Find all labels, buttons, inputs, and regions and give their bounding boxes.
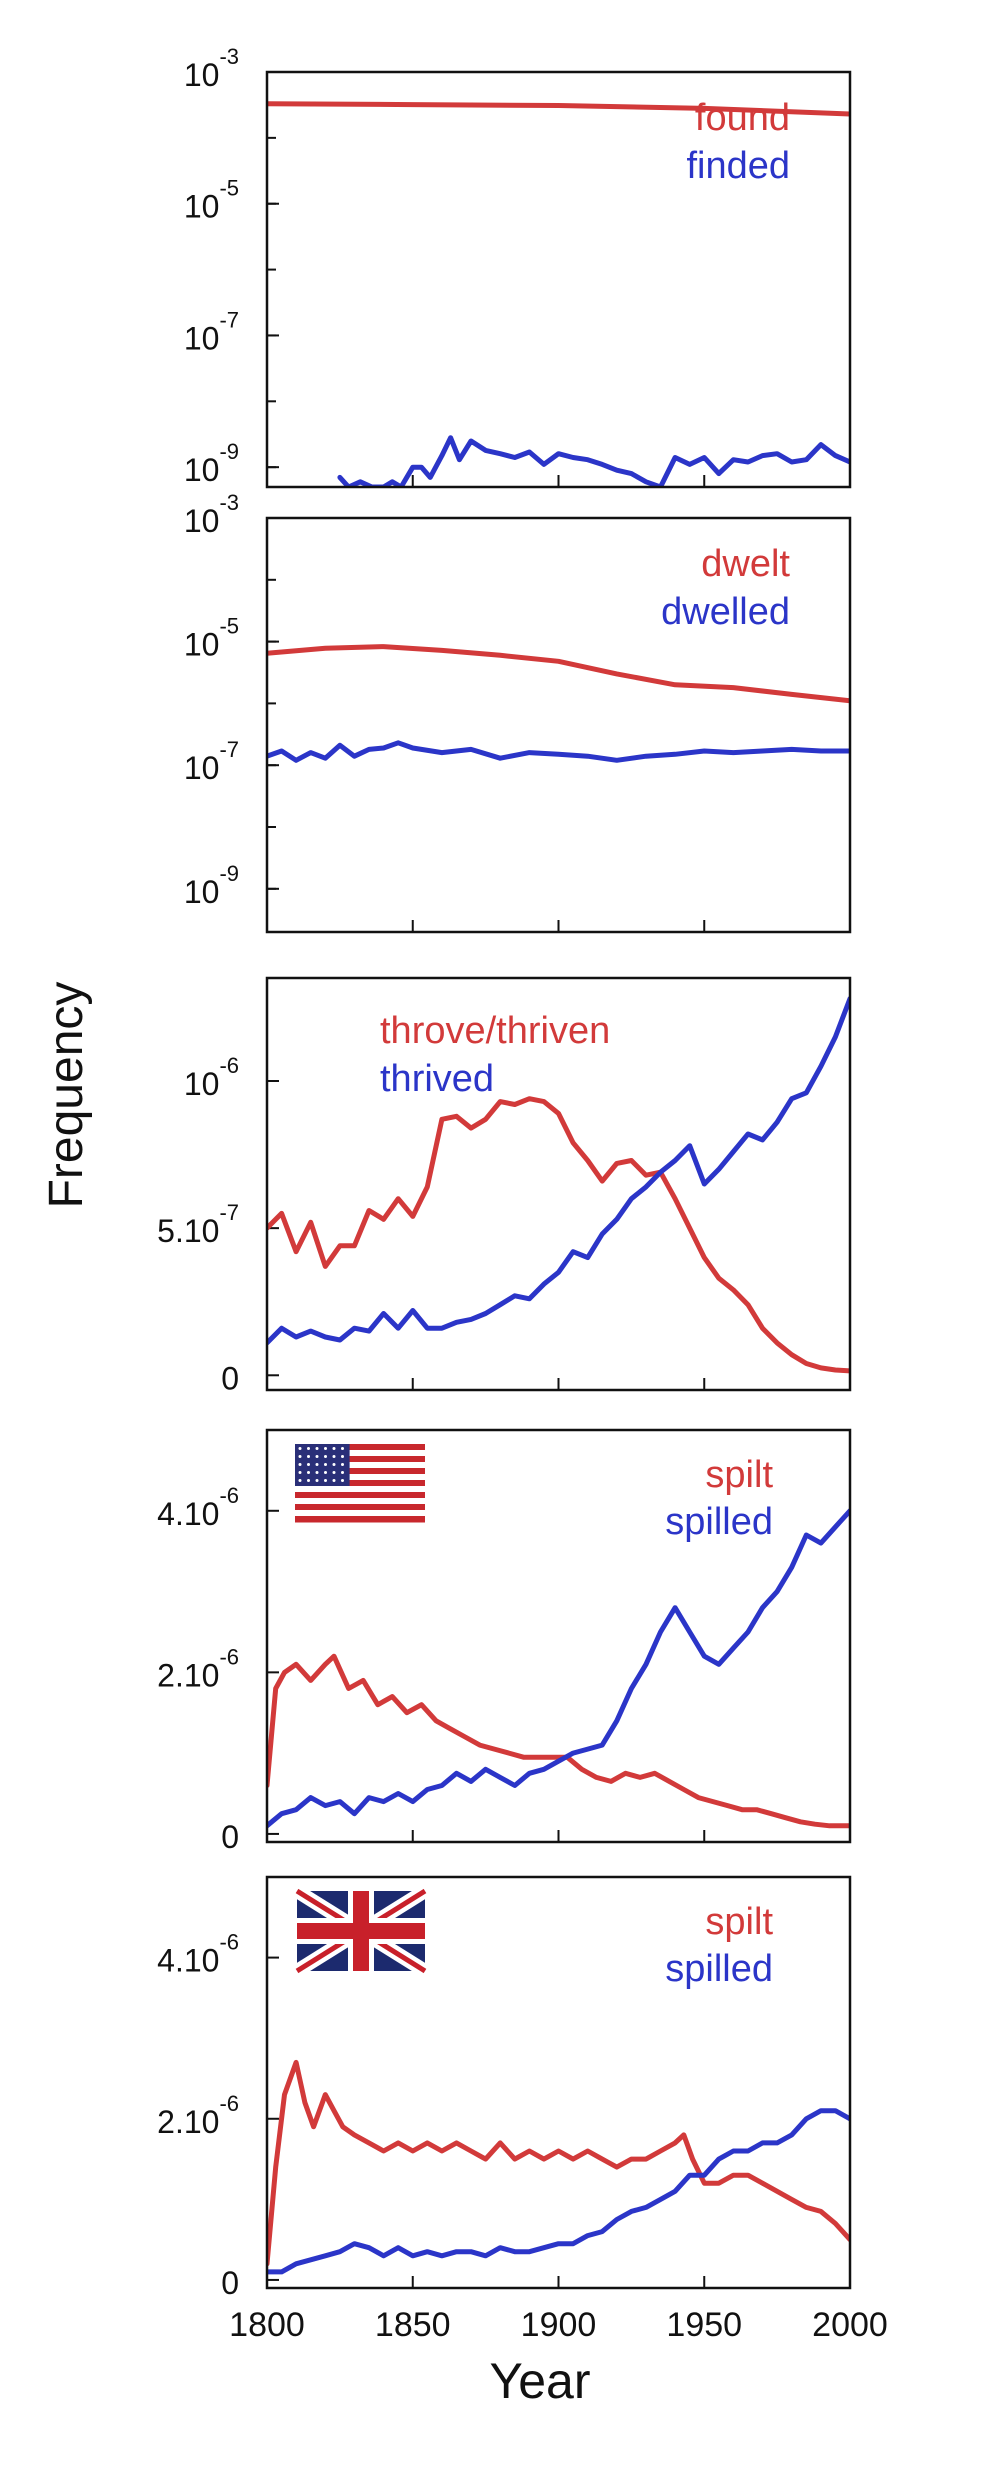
- legend-label: found: [695, 97, 790, 139]
- y-tick-label: 10-7: [184, 307, 239, 356]
- plot-frame: [265, 976, 852, 1392]
- series-line-spilled: [267, 2108, 850, 2275]
- series-line-spilled: [267, 1508, 850, 1829]
- legend-label: dwelt: [701, 543, 790, 585]
- y-tick-label: 5.10-7: [157, 1200, 239, 1249]
- series-line-thrived: [267, 996, 850, 1346]
- series-group: [267, 1508, 850, 1829]
- y-axis-title: Frequency: [40, 982, 93, 1209]
- chart-panel-1: 10-3 10-5 10-7 10-9 found finded: [184, 44, 852, 489]
- y-tick-label: 0: [221, 2265, 239, 2301]
- plot-frame: [265, 70, 852, 489]
- chart-panel-2: 10-3 10-5 10-7 10-9 dwelt dwelled: [184, 490, 852, 934]
- x-tick-label: 1950: [666, 2306, 742, 2344]
- chart-panel-5: 4.10-6 2.10-6 0 1800 1850 1900 1950 2000 spilt sp…: [157, 1875, 888, 2344]
- legend-label: thrived: [380, 1058, 494, 1100]
- series-group: [267, 2059, 850, 2275]
- y-tick-label: 10-5: [184, 176, 239, 225]
- panels-group: 10-310-510-710-9foundfinded10-310-510-71…: [157, 44, 888, 2344]
- series-group: [267, 101, 850, 487]
- legend-label: dwelled: [661, 591, 790, 633]
- y-tick-label: 2.10-6: [157, 1644, 239, 1693]
- series-line-throve-thriven: [267, 1096, 850, 1374]
- chart-panel-3: 10-6 5.10-7 0 throve/thriven thrived: [157, 976, 852, 1396]
- y-tick-label: 10-9: [184, 861, 239, 910]
- y-tick-label: 0: [221, 1819, 239, 1855]
- plot-frame: [265, 516, 852, 934]
- y-tick-label: 2.10-6: [157, 2091, 239, 2140]
- series-line-dwelt: [267, 644, 850, 704]
- x-tick-label: 1900: [521, 2306, 597, 2344]
- x-tick-label: 1800: [229, 2306, 305, 2344]
- series-line-spilt: [267, 2059, 850, 2267]
- legend-label: spilled: [665, 1501, 773, 1543]
- y-tick-label: 10-9: [184, 439, 239, 488]
- plot-frame: [265, 1428, 852, 1844]
- legend-label: spilt: [705, 1454, 773, 1496]
- series-group: [267, 644, 850, 763]
- legend-label: finded: [686, 145, 790, 187]
- us-flag-icon: [295, 1444, 425, 1523]
- y-tick-label: 10-6: [184, 1053, 239, 1102]
- plot-frame: [265, 1875, 852, 2290]
- x-tick-label: 2000: [812, 2306, 888, 2344]
- y-tick-label: 4.10-6: [157, 1483, 239, 1532]
- y-tick-label: 10-3: [184, 490, 239, 539]
- chart-panel-4: 4.10-6 2.10-6 0 spilt spilled: [157, 1428, 852, 1855]
- series-line-finded: [337, 435, 850, 487]
- legend-label: throve/thriven: [380, 1010, 610, 1052]
- x-tick-label: 1850: [375, 2306, 451, 2344]
- uk-flag-icon: [293, 1885, 429, 1977]
- series-line-found: [267, 101, 850, 117]
- y-tick-label: 10-3: [184, 44, 239, 93]
- legend-label: spilt: [705, 1901, 773, 1943]
- y-tick-label: 10-5: [184, 614, 239, 663]
- y-tick-label: 4.10-6: [157, 1930, 239, 1979]
- legend-label: spilled: [665, 1948, 773, 1990]
- y-tick-label: 0: [221, 1360, 239, 1396]
- series-line-spilt: [267, 1653, 850, 1829]
- y-tick-label: 10-7: [184, 737, 239, 786]
- series-line-dwelled: [267, 740, 850, 763]
- series-group: [267, 996, 850, 1374]
- x-axis-title: Year: [489, 2353, 590, 2409]
